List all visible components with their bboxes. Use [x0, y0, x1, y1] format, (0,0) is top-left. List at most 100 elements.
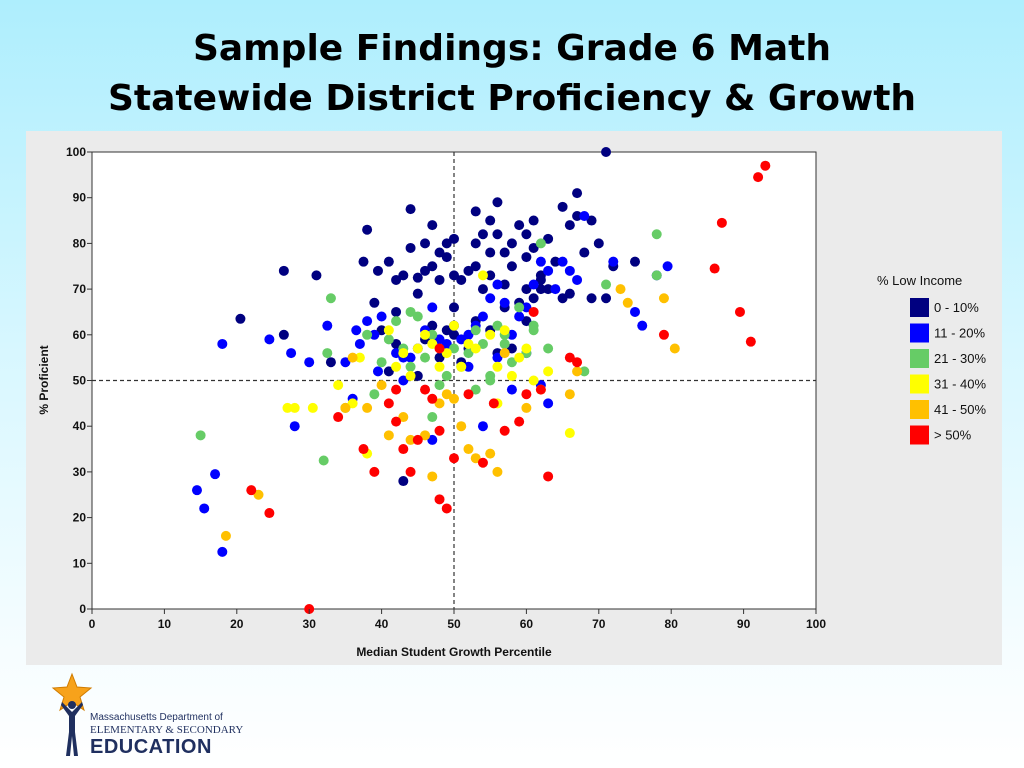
data-point [528, 242, 539, 253]
data-point [220, 530, 231, 541]
data-point [347, 398, 358, 409]
data-point [557, 293, 568, 304]
data-point [369, 329, 380, 340]
legend-label: 31 - 40% [934, 377, 986, 392]
data-point [427, 338, 438, 349]
data-point [405, 370, 416, 381]
legend-swatch [910, 298, 929, 317]
data-point [514, 220, 525, 231]
data-point [434, 352, 445, 363]
data-point [195, 430, 206, 441]
legend-label: 21 - 30% [934, 351, 986, 366]
legend-swatch [910, 400, 929, 419]
x-tick-label: 100 [806, 617, 826, 631]
data-point [391, 348, 402, 359]
x-tick-label: 50 [447, 617, 461, 631]
data-point [264, 508, 275, 519]
data-point [412, 370, 423, 381]
data-point [485, 270, 496, 281]
data-point [383, 325, 394, 336]
data-point [745, 336, 756, 347]
chart-panel: 0 10 20 30 40 50 60 70 80 90 100 0 10 20 30 40 50 60 70 80 9… [26, 131, 1002, 665]
data-point [485, 215, 496, 226]
y-tick-label: 100 [66, 145, 86, 159]
data-point [716, 217, 727, 228]
x-tick-label: 70 [592, 617, 606, 631]
data-point [543, 398, 554, 409]
data-point [362, 316, 373, 327]
data-point [521, 389, 532, 400]
data-point [398, 348, 409, 359]
scatter-chart: 0 10 20 30 40 50 60 70 80 90 100 0 10 20 30 40 50 60 70 80 9… [37, 145, 986, 659]
data-point [463, 265, 474, 276]
data-point [354, 338, 365, 349]
data-point [318, 455, 329, 466]
data-point [420, 265, 431, 276]
data-point [506, 343, 517, 354]
data-point [210, 469, 221, 480]
data-point [427, 434, 438, 445]
data-point [434, 274, 445, 285]
data-point [709, 263, 720, 274]
data-point [506, 357, 517, 368]
data-point [456, 334, 467, 345]
data-point [434, 494, 445, 505]
data-point [412, 343, 423, 354]
y-tick-label: 60 [73, 328, 87, 342]
data-point [358, 444, 369, 455]
data-point [441, 348, 452, 359]
data-point [492, 466, 503, 477]
data-point [405, 361, 416, 372]
data-point [434, 334, 445, 345]
data-point [449, 453, 459, 464]
data-point [579, 210, 590, 221]
data-point [441, 370, 452, 381]
data-point [427, 412, 438, 423]
data-point [477, 457, 488, 468]
data-point [391, 384, 402, 395]
data-point [311, 270, 322, 281]
data-point [405, 204, 416, 215]
data-point [282, 402, 293, 413]
data-point [420, 384, 431, 395]
data-point [485, 329, 496, 340]
data-point [564, 220, 575, 231]
data-point [521, 343, 532, 354]
data-point [506, 329, 517, 340]
data-point [369, 466, 380, 477]
x-tick-label: 30 [303, 617, 317, 631]
data-point [286, 348, 297, 359]
data-point [333, 412, 344, 423]
data-point [441, 503, 452, 514]
data-point [441, 252, 452, 263]
y-tick-label: 80 [73, 236, 87, 250]
data-point [506, 384, 517, 395]
data-point [550, 256, 561, 267]
data-point [369, 297, 380, 308]
data-point [376, 357, 387, 368]
data-point [235, 313, 246, 324]
x-tick-label: 0 [89, 617, 96, 631]
y-tick-label: 30 [73, 465, 87, 479]
data-point [499, 338, 510, 349]
data-point [535, 238, 546, 249]
data-point [521, 302, 532, 313]
data-point [492, 352, 503, 363]
data-point [398, 270, 409, 281]
data-point [405, 306, 416, 317]
data-point [449, 302, 459, 313]
data-point [651, 229, 662, 240]
data-point [449, 320, 459, 331]
data-point [441, 338, 452, 349]
data-point [492, 361, 503, 372]
data-point [463, 389, 474, 400]
data-point [340, 357, 351, 368]
data-point [470, 261, 481, 272]
data-point [535, 384, 546, 395]
data-point [470, 384, 481, 395]
data-point [307, 402, 318, 413]
data-point [506, 370, 517, 381]
data-point [456, 274, 467, 285]
data-point [521, 229, 532, 240]
data-point [564, 428, 575, 439]
